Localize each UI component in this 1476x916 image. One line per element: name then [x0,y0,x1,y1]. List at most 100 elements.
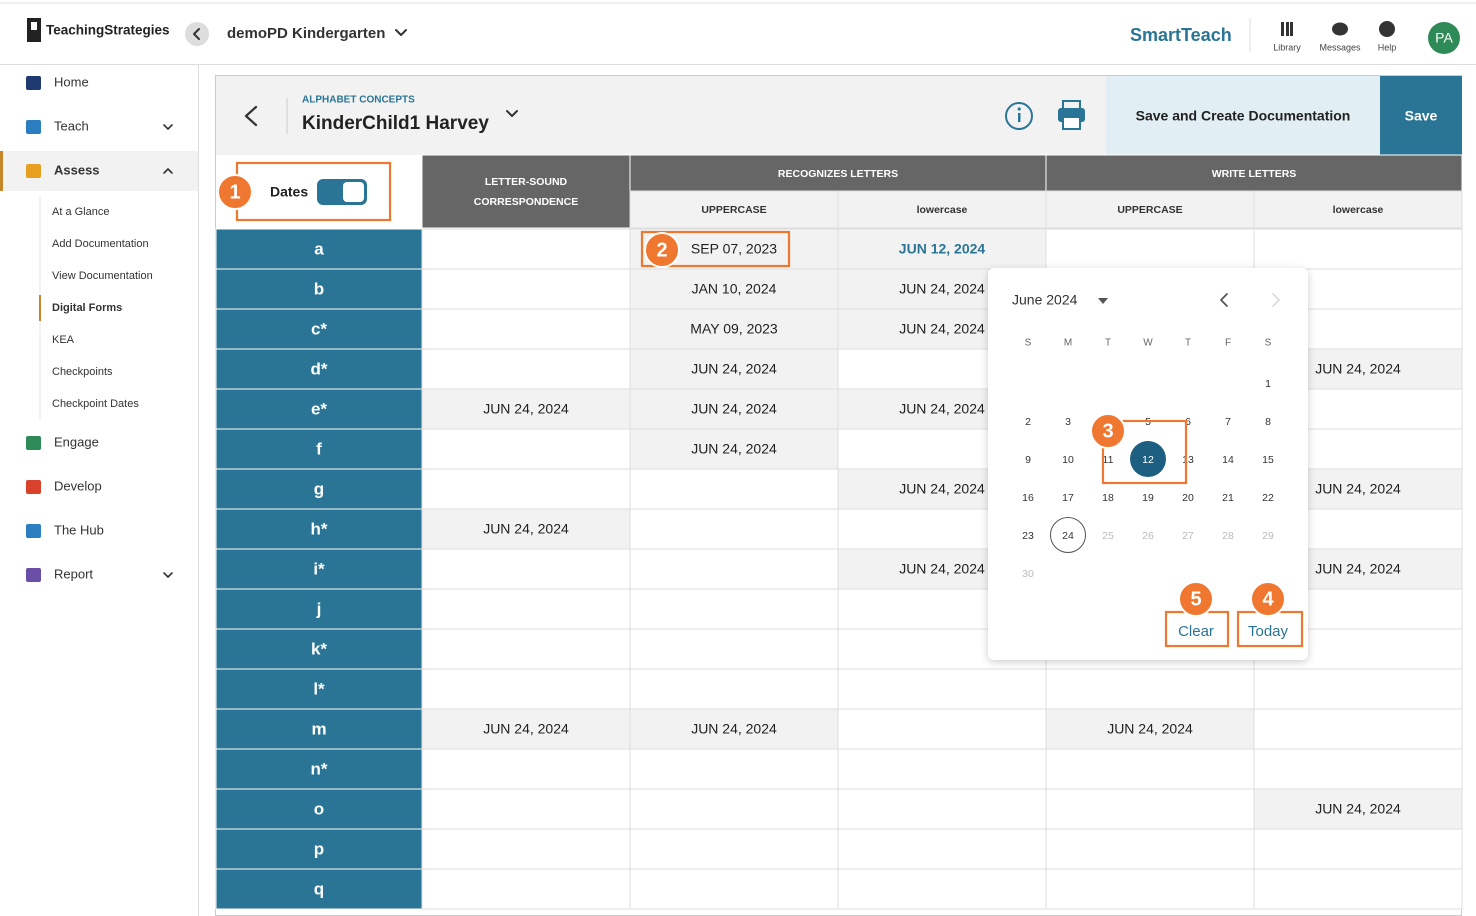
day[interactable]: 21 [1222,492,1234,504]
date-cell[interactable] [421,748,631,790]
date-cell[interactable] [837,708,1047,750]
date-cell[interactable] [421,348,631,390]
sidebar-collapse[interactable] [185,22,209,46]
date-cell[interactable] [421,628,631,670]
date-cell[interactable] [421,268,631,310]
nav-label[interactable]: Messages [1319,42,1361,52]
date-cell[interactable] [421,868,631,910]
nav-subitem[interactable]: Add Documentation [52,238,149,250]
date-cell[interactable] [1253,868,1463,910]
picker-button[interactable]: Today [1248,623,1289,640]
info-button[interactable] [1005,102,1033,130]
day[interactable]: 6 [1185,416,1191,428]
date-cell[interactable] [421,308,631,350]
date-cell[interactable] [421,468,631,510]
form-button[interactable] [1380,76,1462,155]
nav-item[interactable]: Teach [54,118,89,133]
day[interactable]: 15 [1262,454,1274,466]
child-name[interactable]: KinderChild1 Harvey [302,113,489,134]
day[interactable]: 10 [1062,454,1074,466]
day[interactable]: 9 [1025,454,1031,466]
day[interactable]: 2 [1025,416,1031,428]
date-cell[interactable] [421,588,631,630]
day[interactable]: 24 [1062,530,1074,542]
day[interactable]: 22 [1262,492,1274,504]
nav-item[interactable]: The Hub [54,522,104,537]
day[interactable]: 11 [1103,454,1114,466]
date-cell[interactable] [421,708,631,750]
day[interactable]: 7 [1225,416,1231,428]
nav-subitem[interactable]: Checkpoint Dates [52,398,139,410]
date-cell[interactable] [629,788,839,830]
date-cell[interactable] [837,788,1047,830]
nav-item[interactable]: Engage [54,434,99,449]
day[interactable]: 16 [1022,492,1034,504]
date-cell[interactable] [1253,828,1463,870]
date-cell[interactable] [629,668,839,710]
date-cell[interactable] [629,708,839,750]
date-cell[interactable] [421,548,631,590]
nav-item[interactable]: Report [54,566,93,581]
brand-name[interactable]: TeachingStrategies [46,23,170,38]
picker-button[interactable]: Clear [1178,623,1214,640]
day[interactable]: 8 [1265,416,1271,428]
day[interactable]: 19 [1142,492,1154,504]
date-cell[interactable] [1253,668,1463,710]
date-cell[interactable] [1045,828,1255,870]
date-cell[interactable] [629,388,839,430]
avatar[interactable] [1428,22,1460,54]
day[interactable]: 13 [1182,454,1194,466]
day[interactable]: 3 [1065,416,1071,428]
nav-subitem[interactable]: Digital Forms [52,302,122,314]
day[interactable]: 14 [1222,454,1234,466]
date-cell[interactable] [629,508,839,550]
nav-label[interactable]: Library [1273,42,1301,52]
prev-month[interactable] [1220,293,1228,307]
day[interactable]: 23 [1022,530,1034,542]
date-cell[interactable] [1253,708,1463,750]
day[interactable]: 17 [1062,492,1074,504]
day[interactable]: 18 [1102,492,1114,504]
date-cell[interactable] [1045,748,1255,790]
date-cell[interactable] [1045,228,1255,270]
date-cell[interactable] [421,788,631,830]
date-cell[interactable] [421,428,631,470]
form-button[interactable] [1106,76,1380,155]
back-button[interactable] [244,105,258,127]
nav-item[interactable]: Develop [54,478,102,493]
date-cell[interactable] [837,748,1047,790]
date-cell[interactable] [421,388,631,430]
date-cell[interactable] [421,668,631,710]
date-cell[interactable] [629,748,839,790]
date-cell[interactable] [837,868,1047,910]
date-cell[interactable] [629,628,839,670]
date-cell[interactable] [837,228,1047,270]
date-cell[interactable] [629,588,839,630]
date-cell[interactable] [837,828,1047,870]
nav-label[interactable]: Help [1378,42,1397,52]
date-cell[interactable] [1253,788,1463,830]
day[interactable]: 20 [1182,492,1194,504]
date-cell[interactable] [629,868,839,910]
date-cell[interactable] [421,228,631,270]
class-name[interactable]: demoPD Kindergarten [227,25,385,42]
date-cell[interactable] [1253,228,1463,270]
nav-item[interactable]: Home [54,74,89,89]
date-cell[interactable] [629,548,839,590]
nav-subitem[interactable]: View Documentation [52,270,153,282]
date-cell[interactable] [1045,868,1255,910]
date-cell[interactable] [629,308,839,350]
nav-subitem[interactable]: At a Glance [52,206,109,218]
date-cell[interactable] [629,828,839,870]
date-cell[interactable] [1045,788,1255,830]
nav-subitem[interactable]: Checkpoints [52,366,113,378]
date-cell[interactable] [629,468,839,510]
date-cell[interactable] [1253,748,1463,790]
nav-subitem[interactable]: KEA [52,334,75,346]
month-label[interactable]: June 2024 [1012,292,1078,308]
day[interactable]: 12 [1142,454,1154,466]
date-cell[interactable] [837,668,1047,710]
nav-item[interactable]: Assess [54,162,100,177]
date-cell[interactable] [1045,668,1255,710]
day[interactable]: 1 [1265,378,1271,390]
